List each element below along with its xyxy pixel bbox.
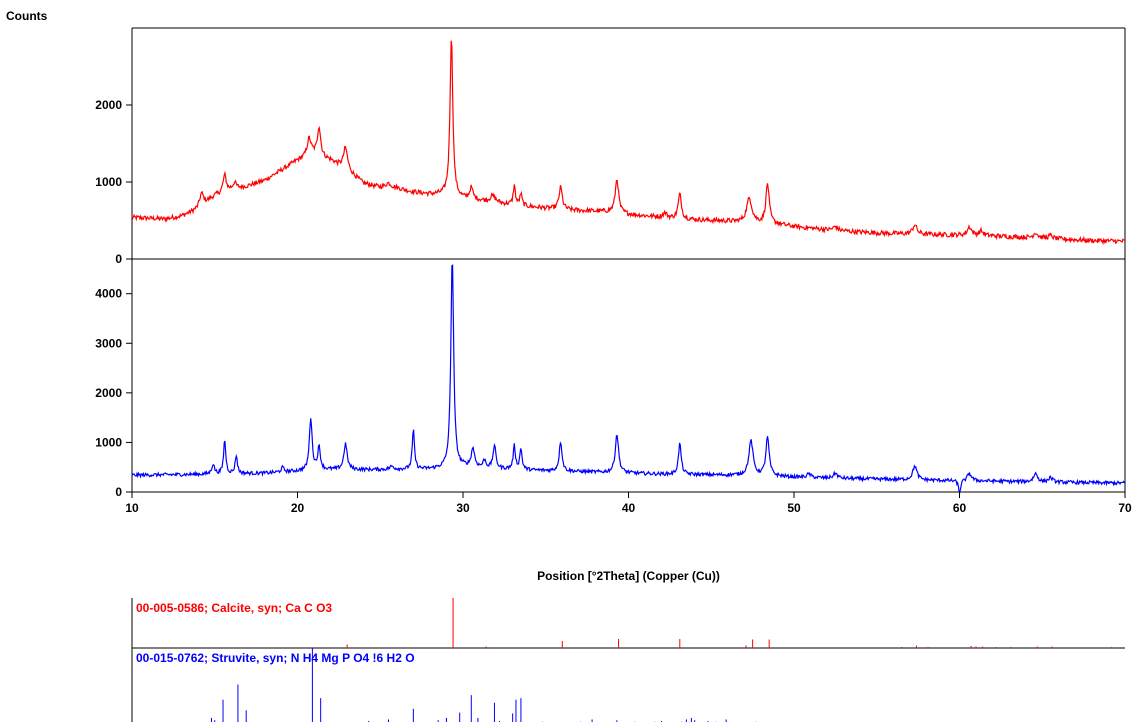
y-tick-label: 0 [115, 485, 122, 499]
y-tick-label: 2000 [95, 98, 122, 112]
x-tick-label: 70 [1118, 501, 1132, 515]
upper-pattern-line [131, 40, 1126, 246]
x-axis-label: Position [°2Theta] (Copper (Cu)) [537, 569, 720, 583]
y-tick-label: 4000 [95, 287, 122, 301]
x-tick-label: 20 [291, 501, 305, 515]
x-tick-label: 30 [456, 501, 470, 515]
x-tick-label: 40 [622, 501, 636, 515]
y-tick-label: 3000 [95, 336, 122, 350]
y-axis-label: Counts [6, 9, 48, 23]
struvite-reference-label: 00-015-0762; Struvite, syn; N H4 Mg P O4… [136, 651, 415, 665]
y-tick-label: 1000 [95, 435, 122, 449]
calcite-reference-label: 00-005-0586; Calcite, syn; Ca C O3 [136, 601, 332, 615]
x-tick-label: 10 [125, 501, 139, 515]
lower-pattern-line [131, 264, 1126, 495]
x-tick-label: 50 [787, 501, 801, 515]
y-tick-label: 1000 [95, 175, 122, 189]
y-tick-label: 0 [115, 252, 122, 266]
x-tick-label: 60 [953, 501, 967, 515]
y-tick-label: 2000 [95, 386, 122, 400]
